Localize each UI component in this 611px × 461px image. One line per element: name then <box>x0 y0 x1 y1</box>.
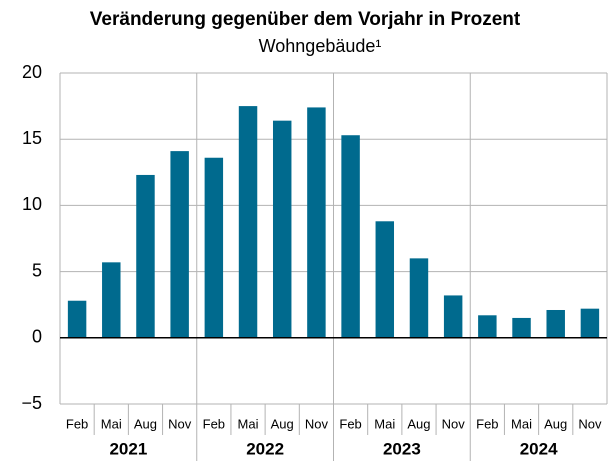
x-tick-label: Aug <box>544 416 567 431</box>
y-tick-label: 10 <box>22 194 42 214</box>
bar <box>238 106 258 338</box>
bar <box>580 308 600 338</box>
x-tick-label: Feb <box>203 416 225 431</box>
x-tick-label: Feb <box>476 416 498 431</box>
x-tick-label: Mai <box>511 416 532 431</box>
bar <box>341 135 360 338</box>
bar <box>409 258 429 338</box>
x-tick-label: Nov <box>305 416 329 431</box>
bar <box>307 107 326 338</box>
bar <box>272 120 292 338</box>
x-tick-label: Nov <box>442 416 466 431</box>
y-tick-label: 5 <box>32 260 42 280</box>
year-label: 2022 <box>246 439 284 458</box>
x-tick-label: Aug <box>134 416 157 431</box>
bar <box>136 174 155 338</box>
y-tick-label: 0 <box>32 327 42 347</box>
y-tick-label: 15 <box>22 128 42 148</box>
y-tick-label: 20 <box>22 62 42 82</box>
year-label: 2021 <box>109 439 147 458</box>
chart-title: Veränderung gegenüber dem Vorjahr in Pro… <box>90 9 521 30</box>
bar <box>478 315 497 338</box>
bar <box>512 317 531 338</box>
bar <box>67 300 87 338</box>
year-label: 2024 <box>520 439 558 458</box>
bar <box>546 309 565 338</box>
x-tick-label: Mai <box>101 416 122 431</box>
bar <box>102 262 121 338</box>
year-label: 2023 <box>383 439 421 458</box>
bar <box>170 151 189 338</box>
bar <box>443 295 463 338</box>
x-tick-label: Feb <box>66 416 88 431</box>
x-tick-label: Feb <box>339 416 361 431</box>
x-tick-label: Nov <box>578 416 602 431</box>
x-tick-label: Nov <box>168 416 192 431</box>
x-tick-label: Aug <box>271 416 294 431</box>
y-tick-label: −5 <box>21 393 42 413</box>
bar <box>204 157 224 338</box>
chart-subtitle: Wohngebäude¹ <box>259 36 382 56</box>
x-tick-label: Aug <box>407 416 430 431</box>
x-tick-label: Mai <box>374 416 395 431</box>
bar <box>375 221 395 338</box>
x-tick-label: Mai <box>238 416 259 431</box>
